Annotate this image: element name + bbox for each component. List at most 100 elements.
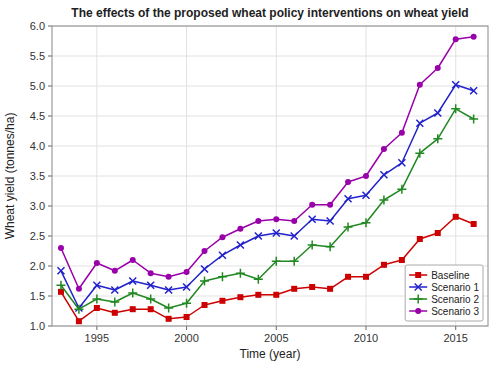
marker xyxy=(398,159,405,166)
series-line xyxy=(61,85,474,308)
marker xyxy=(362,192,369,199)
marker xyxy=(112,310,118,316)
legend-label: Baseline xyxy=(431,270,470,281)
marker xyxy=(182,299,191,308)
x-tick xyxy=(365,326,366,330)
legend-label: Scenario 1 xyxy=(431,282,479,293)
x-tick xyxy=(276,326,277,330)
x-tick-label: 2000 xyxy=(174,332,198,344)
marker xyxy=(128,289,137,298)
marker xyxy=(397,185,406,194)
marker xyxy=(273,292,279,298)
marker xyxy=(255,218,261,224)
y-tick xyxy=(48,326,52,327)
y-tick xyxy=(48,266,52,267)
marker xyxy=(112,268,118,274)
marker xyxy=(326,242,335,251)
marker xyxy=(219,298,225,304)
marker xyxy=(94,260,100,266)
marker xyxy=(184,314,190,320)
marker xyxy=(309,216,316,223)
marker xyxy=(255,292,261,298)
y-tick-label: 1.5 xyxy=(30,290,45,302)
marker xyxy=(471,34,477,40)
y-grid-line xyxy=(52,206,488,207)
marker xyxy=(165,287,172,294)
marker xyxy=(272,257,281,266)
y-tick xyxy=(48,86,52,87)
marker xyxy=(237,242,244,249)
plot-frame xyxy=(52,26,488,326)
marker xyxy=(435,65,441,71)
legend-marker xyxy=(415,272,421,278)
marker xyxy=(202,302,208,308)
x-tick xyxy=(455,326,456,330)
marker xyxy=(327,286,333,292)
legend-label: Scenario 2 xyxy=(431,294,479,305)
marker xyxy=(146,295,155,304)
marker xyxy=(380,171,387,178)
legend: BaselineScenario 1Scenario 2Scenario 3 xyxy=(405,265,483,321)
marker xyxy=(148,306,154,312)
series xyxy=(58,34,477,292)
marker xyxy=(309,202,315,208)
marker xyxy=(433,134,442,143)
marker xyxy=(453,214,459,220)
marker xyxy=(130,257,136,263)
y-grid-line xyxy=(52,146,488,147)
marker xyxy=(219,252,226,259)
legend-marker xyxy=(415,284,422,291)
marker xyxy=(291,233,298,240)
y-tick-label: 3.0 xyxy=(30,200,45,212)
y-axis-label: Wheat yield (tonnes/ha) xyxy=(3,113,17,240)
x-grid-line xyxy=(96,26,97,326)
legend-marker xyxy=(415,308,421,314)
page: {"chart_data": { "type": "line", "title"… xyxy=(0,0,500,366)
y-tick xyxy=(48,116,52,117)
grid xyxy=(52,26,488,326)
legend-label: Scenario 3 xyxy=(431,306,479,317)
marker xyxy=(254,275,263,284)
marker xyxy=(471,221,477,227)
marker xyxy=(291,218,297,224)
legend-item: Baseline xyxy=(409,270,470,281)
x-tick-label: 2015 xyxy=(443,332,467,344)
marker xyxy=(183,284,190,291)
y-grid-line xyxy=(52,176,488,177)
marker xyxy=(399,257,405,263)
marker xyxy=(129,278,136,285)
y-tick-label: 5.0 xyxy=(30,80,45,92)
marker xyxy=(56,281,65,290)
x-tick xyxy=(96,326,97,330)
y-tick-label: 4.0 xyxy=(30,140,45,152)
marker xyxy=(76,318,82,324)
series-line xyxy=(61,37,474,289)
y-tick-label: 4.5 xyxy=(30,110,45,122)
legend-box xyxy=(405,265,483,321)
y-tick-label: 2.5 xyxy=(30,230,45,242)
marker xyxy=(363,173,369,179)
title: The effects of the proposed wheat policy… xyxy=(71,6,468,20)
marker xyxy=(309,284,315,290)
legend-item: Scenario 2 xyxy=(409,294,479,305)
marker xyxy=(379,196,388,205)
marker xyxy=(453,36,459,42)
marker xyxy=(469,115,478,124)
marker xyxy=(130,306,136,312)
marker xyxy=(110,298,119,307)
marker xyxy=(111,287,118,294)
marker xyxy=(308,241,317,250)
marker xyxy=(345,179,351,185)
y-tick xyxy=(48,56,52,57)
x-tick-label: 1995 xyxy=(85,332,109,344)
marker xyxy=(435,230,441,236)
y-grid-line xyxy=(52,116,488,117)
legend-item: Scenario 3 xyxy=(409,306,479,317)
y-tick-label: 5.5 xyxy=(30,50,45,62)
marker xyxy=(273,230,280,237)
x-tick-label: 2010 xyxy=(354,332,378,344)
y-tick xyxy=(48,146,52,147)
marker xyxy=(290,257,299,266)
marker xyxy=(344,223,353,232)
y-tick xyxy=(48,176,52,177)
